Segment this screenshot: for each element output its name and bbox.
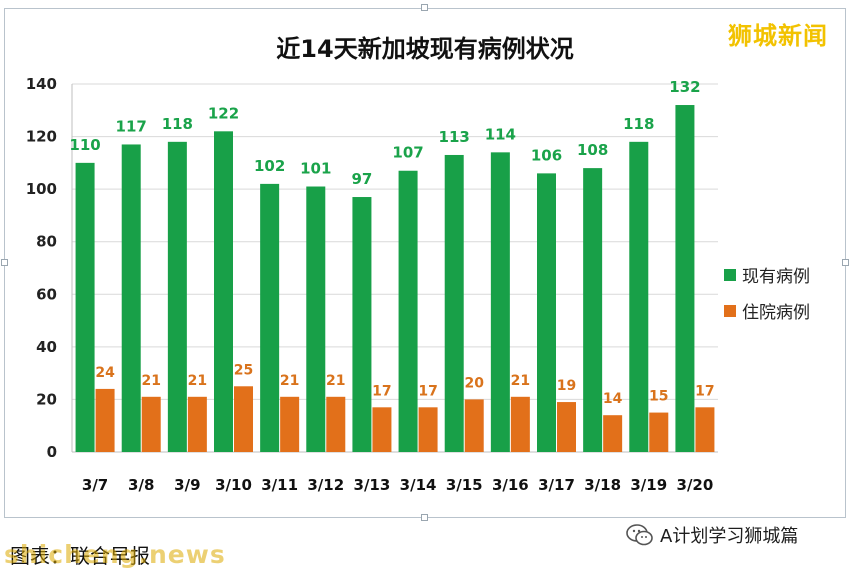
wechat-icon: [626, 524, 653, 546]
bar-current: [490, 152, 510, 453]
legend-label-current: 现有病例: [742, 267, 810, 287]
bar-current: [629, 141, 649, 453]
bar-current: [306, 186, 326, 452]
data-label-hospitalised: 21: [326, 373, 345, 389]
x-axis: 3/7 3/8 3/9 3/10 3/11 3/12 3/13 3/14 3/15 3/16 3/1…: [82, 476, 713, 494]
bar-current: [583, 168, 603, 452]
bar-hospitalised: [464, 399, 484, 452]
y-tick-label: 80: [36, 233, 57, 251]
data-label-current: 110: [69, 136, 100, 154]
x-tick-label: 3/13: [354, 476, 391, 494]
resize-handle-bottom[interactable]: [421, 514, 428, 521]
bar-hospitalised: [234, 386, 253, 452]
data-label-hospitalised: 17: [372, 383, 391, 399]
watermark: shicheng.news: [4, 540, 226, 569]
bar-current: [121, 144, 141, 452]
x-tick-label: 3/17: [538, 476, 575, 494]
resize-handle-right[interactable]: [842, 259, 849, 266]
bar-current: [167, 141, 187, 453]
chart-title: 近14天新加坡现有病例状况: [276, 35, 573, 63]
data-label-current: 118: [623, 115, 654, 133]
x-tick-label: 3/16: [492, 476, 529, 494]
source-note: 图表：联合早报: [10, 544, 150, 568]
data-label-hospitalised: 21: [511, 373, 530, 389]
data-labels: 110 24 117 21 118 21 122 25 102 21 101 21 97 17 107 17 1…: [69, 78, 714, 407]
data-label-current: 102: [254, 157, 285, 175]
data-label-current: 132: [669, 78, 700, 96]
bars: [75, 105, 715, 453]
bar-current: [675, 105, 695, 453]
x-tick-label: 3/12: [307, 476, 344, 494]
resize-handle-left[interactable]: [1, 259, 8, 266]
data-label-hospitalised: 21: [188, 373, 207, 389]
data-label-current: 106: [531, 146, 562, 164]
bar-hospitalised: [280, 396, 300, 452]
x-tick-label: 3/15: [446, 476, 483, 494]
wechat-account-name: A计划学习狮城篇: [660, 526, 799, 547]
data-label-hospitalised: 15: [649, 389, 668, 405]
x-tick-label: 3/7: [82, 476, 108, 494]
bar-hospitalised: [418, 407, 438, 452]
x-tick-label: 3/20: [677, 476, 714, 494]
data-label-current: 117: [116, 117, 147, 135]
bar-current: [352, 197, 372, 452]
legend-swatch-current: [724, 269, 736, 281]
y-tick-label: 20: [36, 390, 57, 408]
bar-hospitalised: [372, 407, 392, 452]
bar-hospitalised: [510, 396, 530, 452]
legend-swatch-hospitalised: [724, 305, 736, 317]
bar-hospitalised: [141, 396, 161, 452]
bar-current: [260, 183, 280, 452]
data-label-current: 114: [485, 125, 516, 143]
bar-current: [444, 154, 464, 452]
bar-hospitalised: [649, 412, 669, 452]
data-label-hospitalised: 20: [464, 375, 484, 391]
data-label-current: 97: [351, 170, 372, 188]
legend: 现有病例 住院病例: [724, 267, 810, 323]
wechat-account[interactable]: A计划学习狮城篇: [626, 522, 798, 548]
x-tick-label: 3/19: [630, 476, 667, 494]
y-tick-label: 120: [26, 128, 57, 146]
y-tick-label: 60: [36, 285, 57, 303]
data-label-hospitalised: 21: [280, 373, 299, 389]
x-tick-label: 3/11: [261, 476, 298, 494]
y-tick-label: 140: [26, 75, 57, 93]
data-label-hospitalised: 17: [418, 383, 437, 399]
legend-label-hospitalised: 住院病例: [742, 303, 810, 323]
data-label-hospitalised: 17: [695, 383, 714, 399]
bar-hospitalised: [557, 402, 576, 452]
x-tick-label: 3/9: [174, 476, 200, 494]
data-label-hospitalised: 14: [603, 391, 623, 407]
bar-current: [537, 173, 556, 452]
x-tick-label: 3/10: [215, 476, 252, 494]
y-tick-label: 40: [36, 338, 57, 356]
bar-hospitalised: [326, 396, 346, 452]
y-tick-label: 100: [26, 180, 57, 198]
y-axis: 0 20 40 60 80 100 120 140: [26, 75, 718, 461]
resize-handle-top[interactable]: [421, 4, 428, 11]
bar-hospitalised: [187, 396, 207, 452]
data-label-hospitalised: 24: [95, 365, 115, 381]
bar-hospitalised: [603, 415, 623, 452]
x-tick-label: 3/18: [584, 476, 621, 494]
bar-current: [75, 162, 95, 452]
x-tick-label: 3/14: [400, 476, 437, 494]
bar-hospitalised: [695, 407, 715, 452]
data-label-hospitalised: 25: [234, 362, 253, 378]
data-label-current: 101: [300, 160, 331, 178]
data-label-current: 122: [208, 104, 239, 122]
data-label-current: 108: [577, 141, 608, 159]
bar-hospitalised: [95, 388, 115, 452]
bar-current: [398, 170, 418, 452]
data-label-current: 118: [162, 115, 193, 133]
brand-logo-text: 狮城新闻: [728, 22, 828, 50]
y-tick-label: 0: [47, 443, 57, 461]
x-tick-label: 3/8: [128, 476, 154, 494]
data-label-hospitalised: 19: [557, 378, 576, 394]
bar-current: [214, 131, 233, 453]
data-label-hospitalised: 21: [141, 373, 160, 389]
data-label-current: 107: [392, 144, 423, 162]
data-label-current: 113: [439, 128, 470, 146]
